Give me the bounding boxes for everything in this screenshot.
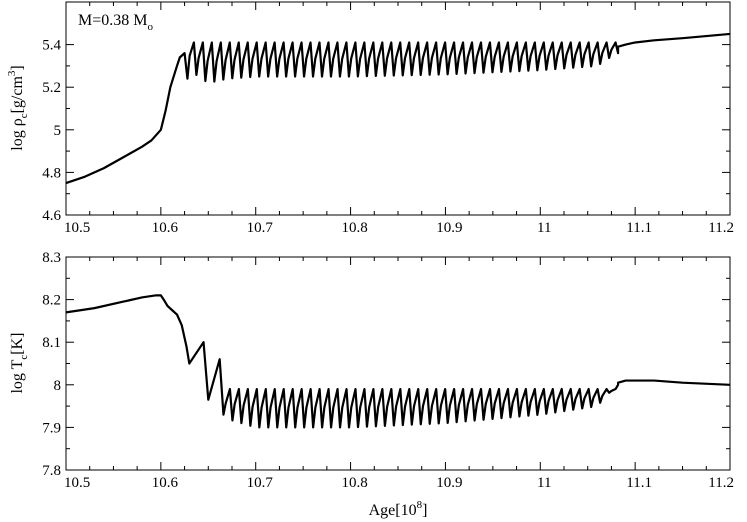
mass-annotation-sub: o bbox=[147, 21, 153, 33]
panel-central-density: 10.5 10.6 10.7 10.8 10.9 11 11.1 11.2 4.6 4.8 5 5.… bbox=[6, 1, 734, 236]
top-x-tick-label: 11.2 bbox=[708, 220, 734, 236]
bottom-x-ticks: 10.5 10.6 10.7 10.8 10.9 11 11.1 11.2 bbox=[64, 257, 734, 491]
top-x-tick-label: 11 bbox=[537, 220, 551, 236]
bottom-y-tick-label: 7.9 bbox=[42, 420, 61, 436]
bottom-y-tick-label: 8.2 bbox=[42, 293, 61, 309]
bottom-x-tick-label: 11.2 bbox=[708, 475, 734, 491]
bottom-x-tick-label: 10.5 bbox=[64, 475, 90, 491]
bottom-x-tick-label: 11.1 bbox=[626, 475, 652, 491]
top-x-tick-label: 10.5 bbox=[64, 220, 90, 236]
bottom-y-axis-title: log Tc[K] bbox=[9, 332, 30, 393]
top-y-ticks: 4.6 4.8 5 5.2 5.4 bbox=[42, 38, 730, 224]
panel-bottom-frame bbox=[65, 256, 731, 471]
top-y-tick-label: 4.8 bbox=[42, 165, 61, 181]
top-y-tick-label: 4.6 bbox=[42, 208, 61, 224]
top-y-tick-label: 5 bbox=[54, 123, 62, 139]
top-x-tick-label: 11.1 bbox=[626, 220, 652, 236]
bottom-y-tick-label: 8.3 bbox=[42, 250, 61, 266]
top-x-ticks: 10.5 10.6 10.7 10.8 10.9 11 11.1 11.2 bbox=[64, 2, 734, 236]
bottom-y-tick-label: 8 bbox=[54, 378, 62, 394]
bottom-y-ticks: 7.8 7.9 8 8.1 8.2 8.3 bbox=[42, 250, 730, 479]
x-axis-title: Age[108] bbox=[369, 499, 428, 519]
top-y-tick-label: 5.4 bbox=[42, 38, 61, 54]
bottom-x-tick-label: 10.7 bbox=[247, 475, 274, 491]
bottom-y-tick-label: 7.8 bbox=[42, 463, 61, 479]
mass-annotation: M=0.38 Mo bbox=[78, 12, 153, 33]
panel-central-temperature: 10.5 10.6 10.7 10.8 10.9 11 11.1 11.2 7.8 7.9 8 8.… bbox=[9, 250, 734, 519]
top-y-tick-label: 5.2 bbox=[42, 80, 61, 96]
mass-annotation-main: M=0.38 M bbox=[78, 12, 147, 29]
bottom-x-tick-label: 10.9 bbox=[436, 475, 462, 491]
central-temperature-line bbox=[65, 294, 731, 429]
top-x-tick-label: 10.9 bbox=[436, 220, 462, 236]
bottom-y-tick-label: 8.1 bbox=[42, 335, 61, 351]
bottom-x-tick-label: 10.6 bbox=[152, 475, 179, 491]
top-x-tick-label: 10.8 bbox=[341, 220, 367, 236]
top-y-axis-title: log ρc[g/cm3] bbox=[6, 65, 30, 150]
bottom-x-tick-label: 10.8 bbox=[341, 475, 367, 491]
central-density-line bbox=[65, 32, 731, 185]
bottom-x-tick-label: 11 bbox=[537, 475, 551, 491]
top-x-tick-label: 10.7 bbox=[247, 220, 274, 236]
top-x-tick-label: 10.6 bbox=[152, 220, 179, 236]
